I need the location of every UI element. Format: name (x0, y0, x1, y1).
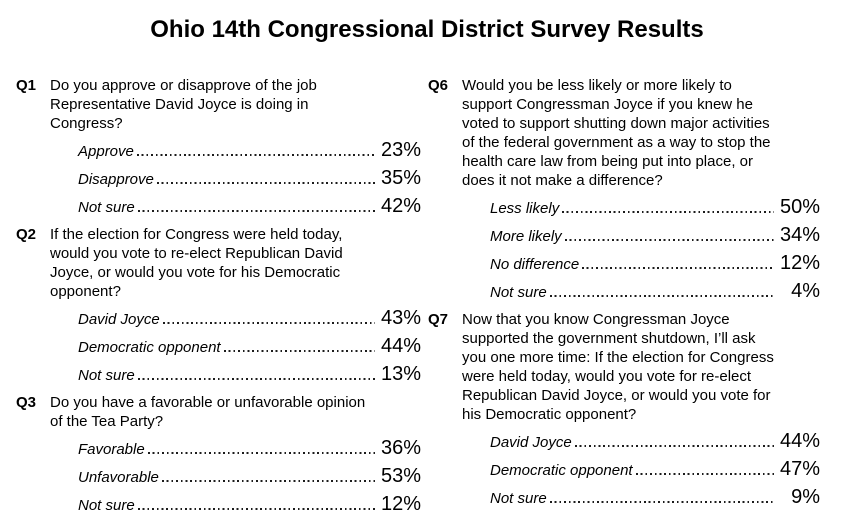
dot-leader (564, 239, 774, 241)
question-number: Q6 (428, 77, 449, 94)
question-number: Q2 (16, 226, 37, 243)
answer-label: Favorable (78, 441, 145, 458)
answer-label: More likely (490, 228, 562, 245)
question-body: Do you have a favorable or unfavorable o… (50, 393, 428, 511)
answer-row: Not sure 9% (490, 487, 820, 508)
question-body: If the election for Congress were held t… (50, 225, 428, 385)
question-text: Do you approve or disapprove of the job … (50, 77, 317, 132)
answer-percentage: 43% (380, 307, 421, 329)
answer-row: Not sure 4% (490, 281, 820, 302)
question-body: Now that you know Congressman Joyce supp… (462, 310, 838, 508)
answer-list: Less likely 50% More likely 34% No diffe… (462, 197, 838, 302)
answer-percentage: 12% (779, 252, 820, 274)
answer-row: Less likely 50% (490, 197, 820, 218)
answer-row: Not sure 12% (78, 494, 421, 511)
answer-percentage: 44% (380, 335, 421, 357)
answer-label: Disapprove (78, 171, 154, 188)
answer-row: No difference 12% (490, 253, 820, 274)
dot-leader (162, 322, 375, 324)
page-title: Ohio 14th Congressional District Survey … (150, 16, 704, 43)
dot-leader (562, 211, 774, 213)
dot-leader (136, 154, 375, 156)
answer-row: Democratic opponent 44% (78, 336, 421, 357)
answer-percentage: 36% (380, 437, 421, 459)
dot-leader (549, 501, 774, 503)
dot-leader (137, 210, 375, 212)
answer-label: Not sure (490, 490, 547, 507)
answer-label: David Joyce (490, 434, 572, 451)
answer-percentage: 9% (791, 486, 820, 508)
answer-row: Disapprove 35% (78, 168, 421, 189)
dot-leader (137, 508, 375, 510)
answer-percentage: 4% (791, 280, 820, 302)
answer-list: David Joyce 44% Democratic opponent 47% … (462, 431, 838, 508)
question-q7: Q7 Now that you know Congressman Joyce s… (428, 310, 838, 508)
dot-leader (574, 445, 774, 447)
answer-percentage: 12% (380, 493, 421, 511)
question-body: Do you approve or disapprove of the job … (50, 76, 428, 217)
answer-percentage: 23% (380, 139, 421, 161)
dot-leader (156, 182, 375, 184)
answer-percentage: 35% (380, 167, 421, 189)
answer-row: Approve 23% (78, 140, 421, 161)
answer-list: Favorable 36% Unfavorable 53% Not sure (50, 438, 428, 511)
question-number: Q7 (428, 311, 449, 328)
answer-label: Unfavorable (78, 469, 159, 486)
answer-list: David Joyce 43% Democratic opponent 44% … (50, 308, 428, 385)
answer-row: Not sure 42% (78, 196, 421, 217)
two-column-layout: Q1 Do you approve or disapprove of the j… (0, 76, 854, 511)
question-q6: Q6 Would you be less likely or more like… (428, 76, 838, 302)
question-q3: Q3 Do you have a favorable or unfavorabl… (16, 393, 428, 511)
answer-row: Not sure 13% (78, 364, 421, 385)
answer-label: Democratic opponent (78, 339, 221, 356)
answer-label: Approve (78, 143, 134, 160)
left-column: Q1 Do you approve or disapprove of the j… (16, 76, 428, 511)
answer-percentage: 53% (380, 465, 421, 487)
answer-label: David Joyce (78, 311, 160, 328)
answer-row: Favorable 36% (78, 438, 421, 459)
answer-label: No difference (490, 256, 580, 273)
question-body: Would you be less likely or more likely … (462, 76, 838, 302)
answer-percentage: 47% (779, 458, 820, 480)
dot-leader (161, 480, 375, 482)
answer-row: Unfavorable 53% (78, 466, 421, 487)
dot-leader (549, 295, 774, 297)
question-q1: Q1 Do you approve or disapprove of the j… (16, 76, 428, 217)
question-text: If the election for Congress were held t… (50, 226, 343, 300)
answer-row: David Joyce 44% (490, 431, 820, 452)
answer-percentage: 13% (380, 363, 421, 385)
dot-leader (223, 350, 375, 352)
answer-row: Democratic opponent 47% (490, 459, 820, 480)
question-number: Q3 (16, 394, 37, 411)
answer-label: Not sure (78, 199, 135, 216)
dot-leader (137, 378, 375, 380)
dot-leader (635, 473, 774, 475)
answer-percentage: 42% (380, 195, 421, 217)
answer-label: Not sure (490, 284, 547, 301)
answer-row: David Joyce 43% (78, 308, 421, 329)
answer-label: Not sure (78, 497, 135, 511)
question-q2: Q2 If the election for Congress were hel… (16, 225, 428, 385)
right-column: Q6 Would you be less likely or more like… (428, 76, 838, 511)
dot-leader (582, 267, 774, 269)
question-text: Would you be less likely or more likely … (462, 77, 771, 189)
answer-label: Democratic opponent (490, 462, 633, 479)
question-text: Do you have a favorable or unfavorable o… (50, 394, 366, 430)
answer-label: Less likely (490, 200, 560, 217)
question-number: Q1 (16, 77, 37, 94)
answer-percentage: 44% (779, 430, 820, 452)
answer-list: Approve 23% Disapprove 35% Not sure (50, 140, 428, 217)
answer-percentage: 34% (779, 224, 820, 246)
dot-leader (147, 452, 375, 454)
answer-row: More likely 34% (490, 225, 820, 246)
answer-percentage: 50% (779, 196, 820, 218)
question-text: Now that you know Congressman Joyce supp… (462, 311, 774, 423)
answer-label: Not sure (78, 367, 135, 384)
